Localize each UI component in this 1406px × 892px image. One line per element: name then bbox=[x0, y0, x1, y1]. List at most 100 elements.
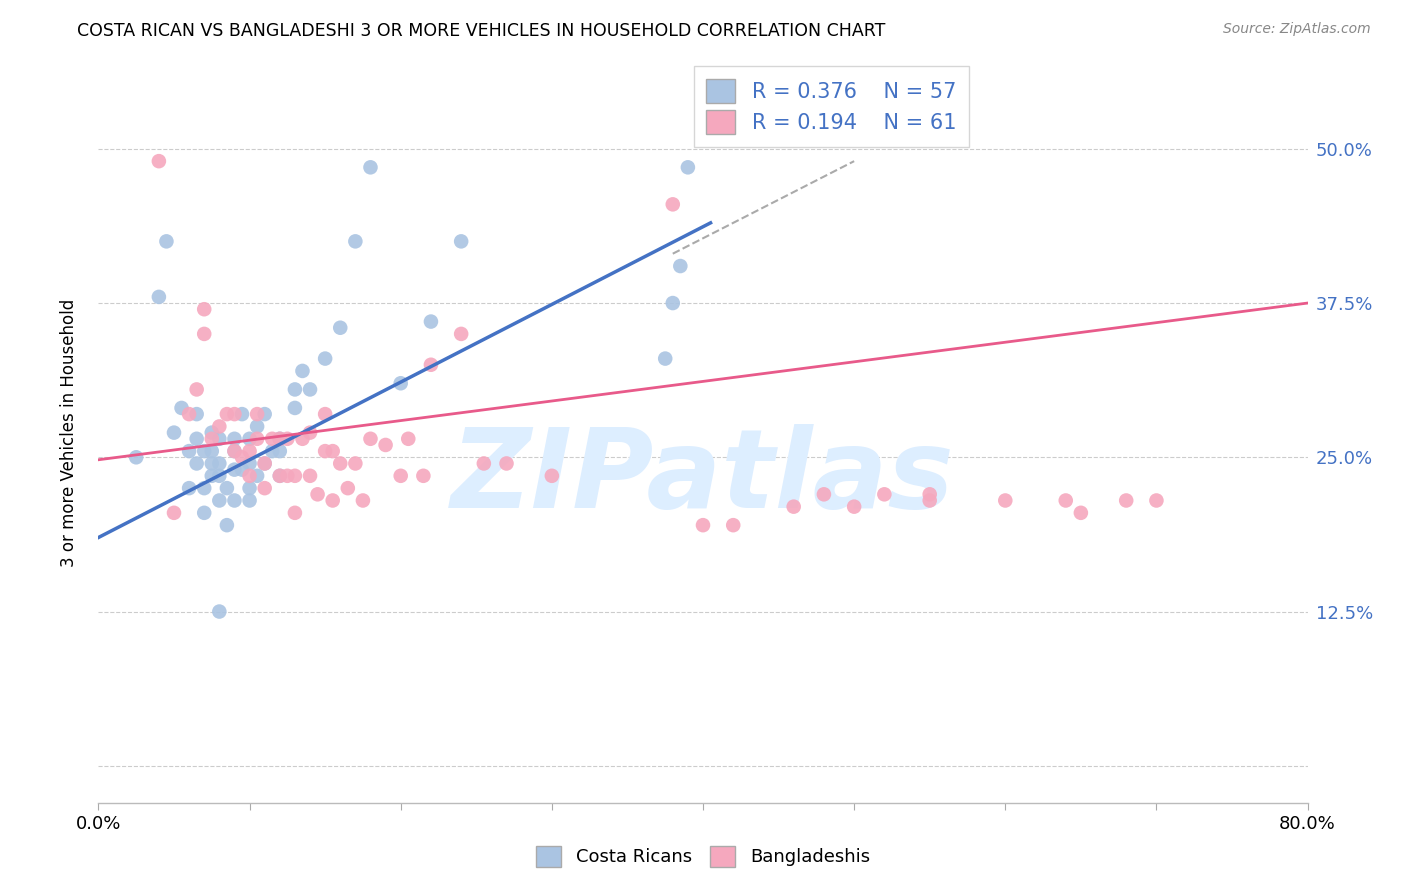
Legend: R = 0.376    N = 57, R = 0.194    N = 61: R = 0.376 N = 57, R = 0.194 N = 61 bbox=[693, 66, 969, 146]
Point bbox=[239, 468, 262, 483]
Point bbox=[193, 481, 215, 495]
Point bbox=[186, 457, 208, 471]
Point bbox=[148, 290, 170, 304]
Point bbox=[299, 383, 322, 397]
Point bbox=[193, 506, 215, 520]
Point bbox=[918, 487, 941, 501]
Point bbox=[314, 351, 336, 366]
Point bbox=[918, 493, 941, 508]
Point bbox=[1054, 493, 1077, 508]
Point bbox=[239, 457, 262, 471]
Point bbox=[208, 493, 231, 508]
Point bbox=[495, 457, 517, 471]
Point bbox=[276, 432, 298, 446]
Point bbox=[284, 383, 307, 397]
Point bbox=[262, 444, 284, 458]
Point bbox=[253, 481, 276, 495]
Point bbox=[299, 425, 322, 440]
Point bbox=[322, 444, 344, 458]
Point bbox=[314, 444, 336, 458]
Point bbox=[299, 468, 322, 483]
Point bbox=[262, 432, 284, 446]
Point bbox=[125, 450, 148, 465]
Point bbox=[208, 419, 231, 434]
Point bbox=[224, 444, 246, 458]
Point bbox=[163, 425, 186, 440]
Point bbox=[692, 518, 714, 533]
Point bbox=[231, 407, 253, 421]
Point bbox=[676, 161, 699, 175]
Point bbox=[420, 358, 443, 372]
Point bbox=[224, 493, 246, 508]
Point bbox=[374, 438, 396, 452]
Point bbox=[193, 302, 215, 317]
Point bbox=[654, 351, 676, 366]
Point bbox=[179, 444, 201, 458]
Point bbox=[239, 481, 262, 495]
Point bbox=[284, 468, 307, 483]
Point bbox=[201, 432, 224, 446]
Legend: Costa Ricans, Bangladeshis: Costa Ricans, Bangladeshis bbox=[529, 838, 877, 874]
Text: Source: ZipAtlas.com: Source: ZipAtlas.com bbox=[1223, 22, 1371, 37]
Point bbox=[215, 481, 238, 495]
Point bbox=[269, 444, 291, 458]
Point bbox=[201, 444, 224, 458]
Point bbox=[224, 462, 246, 476]
Point bbox=[246, 419, 269, 434]
Point bbox=[329, 457, 352, 471]
Point bbox=[186, 383, 208, 397]
Point bbox=[412, 468, 434, 483]
Point bbox=[396, 432, 419, 446]
Point bbox=[269, 432, 291, 446]
Point bbox=[661, 197, 683, 211]
Point bbox=[873, 487, 896, 501]
Point bbox=[179, 407, 201, 421]
Point bbox=[155, 235, 177, 249]
Point bbox=[224, 444, 246, 458]
Point bbox=[253, 457, 276, 471]
Point bbox=[360, 161, 382, 175]
Point bbox=[344, 235, 367, 249]
Point bbox=[360, 432, 382, 446]
Point bbox=[389, 468, 412, 483]
Point bbox=[284, 401, 307, 415]
Point bbox=[201, 457, 224, 471]
Point bbox=[723, 518, 745, 533]
Point bbox=[344, 457, 367, 471]
Point bbox=[246, 432, 269, 446]
Point bbox=[813, 487, 835, 501]
Point bbox=[276, 468, 298, 483]
Point bbox=[269, 468, 291, 483]
Point bbox=[329, 320, 352, 334]
Point bbox=[239, 444, 262, 458]
Point bbox=[269, 468, 291, 483]
Point bbox=[336, 481, 359, 495]
Point bbox=[322, 493, 344, 508]
Point bbox=[215, 407, 238, 421]
Point bbox=[291, 364, 314, 378]
Point bbox=[246, 407, 269, 421]
Point bbox=[186, 407, 208, 421]
Point bbox=[284, 506, 307, 520]
Text: ZIPatlas: ZIPatlas bbox=[451, 424, 955, 531]
Point bbox=[314, 407, 336, 421]
Point bbox=[170, 401, 193, 415]
Point bbox=[208, 605, 231, 619]
Point bbox=[224, 407, 246, 421]
Point bbox=[994, 493, 1017, 508]
Point bbox=[1115, 493, 1137, 508]
Point bbox=[201, 425, 224, 440]
Point bbox=[253, 457, 276, 471]
Point bbox=[231, 450, 253, 465]
Point bbox=[201, 468, 224, 483]
Point bbox=[389, 376, 412, 391]
Text: COSTA RICAN VS BANGLADESHI 3 OR MORE VEHICLES IN HOUSEHOLD CORRELATION CHART: COSTA RICAN VS BANGLADESHI 3 OR MORE VEH… bbox=[77, 22, 886, 40]
Point bbox=[193, 326, 215, 341]
Point bbox=[661, 296, 683, 310]
Point bbox=[224, 432, 246, 446]
Point bbox=[669, 259, 692, 273]
Point bbox=[148, 154, 170, 169]
Point bbox=[420, 314, 443, 328]
Point bbox=[1144, 493, 1167, 508]
Point bbox=[239, 432, 262, 446]
